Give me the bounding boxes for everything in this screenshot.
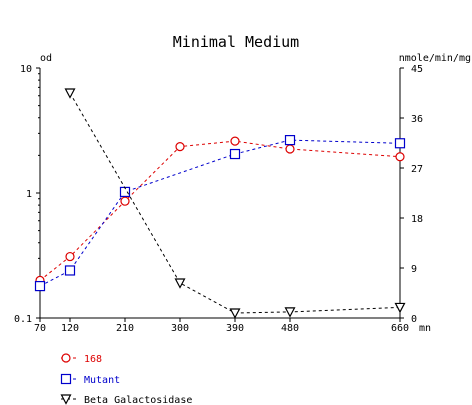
series-line (69, 92, 401, 314)
right-tick-label: 36 (411, 114, 423, 125)
data-point (34, 280, 46, 292)
left-tick-label: 0.1 (14, 314, 32, 325)
legend: 168 Mutant Beta Galactosidase (60, 353, 192, 405)
legend-label: Mutant (84, 375, 120, 386)
right-tick-label: 27 (411, 164, 423, 175)
left-tick-label: 10 (20, 64, 32, 75)
right-tick-label: 9 (411, 264, 417, 275)
ticks-layer: 70 120 210 300 390 480 660 0.1 1 10 0 9 18 27 36 45 (14, 64, 423, 334)
legend-item: 168 (61, 353, 102, 365)
data-point (394, 138, 406, 149)
x-tick-label: 480 (281, 323, 299, 334)
data-point (285, 144, 295, 154)
x-tick-label: 120 (61, 323, 79, 334)
right-tick-label: 45 (411, 64, 423, 75)
legend-marker (60, 373, 72, 385)
left-axis-label: od (40, 53, 52, 64)
data-point (230, 136, 240, 146)
x-tick-label: 300 (171, 323, 189, 334)
series-1 (34, 134, 406, 292)
chart-title: Minimal Medium (173, 33, 299, 51)
legend-marker (61, 353, 71, 363)
right-tick-label: 18 (411, 214, 423, 225)
data-point (229, 308, 241, 319)
data-point (175, 142, 185, 152)
data-point (64, 265, 76, 276)
x-tick-label: 210 (116, 323, 134, 334)
legend-item: Beta Galactosidase (60, 394, 192, 405)
data-point (395, 152, 405, 162)
x-tick-label: 70 (34, 323, 46, 334)
x-tick-label: 660 (391, 323, 409, 334)
series-2 (64, 88, 406, 319)
data-point (65, 251, 75, 262)
data-point (120, 196, 130, 206)
legend-label: Beta Galactosidase (84, 395, 192, 405)
left-tick-label: 1 (26, 189, 32, 200)
series-line (39, 140, 401, 281)
legend-item: Mutant (60, 373, 120, 386)
right-tick-label: 0 (411, 314, 417, 325)
x-axis-unit-label: mn (419, 323, 431, 334)
data-point (64, 88, 76, 99)
data-point (284, 307, 296, 318)
data-point (229, 148, 241, 160)
data-point (174, 278, 186, 289)
series-0 (35, 136, 405, 285)
legend-label: 168 (84, 354, 102, 365)
right-axis-label: nmole/min/mg (399, 53, 471, 64)
x-tick-label: 390 (226, 323, 244, 334)
series-layer (34, 88, 406, 319)
series-line (39, 139, 401, 287)
data-point (284, 134, 296, 146)
data-point (394, 302, 406, 314)
legend-marker (60, 394, 72, 405)
